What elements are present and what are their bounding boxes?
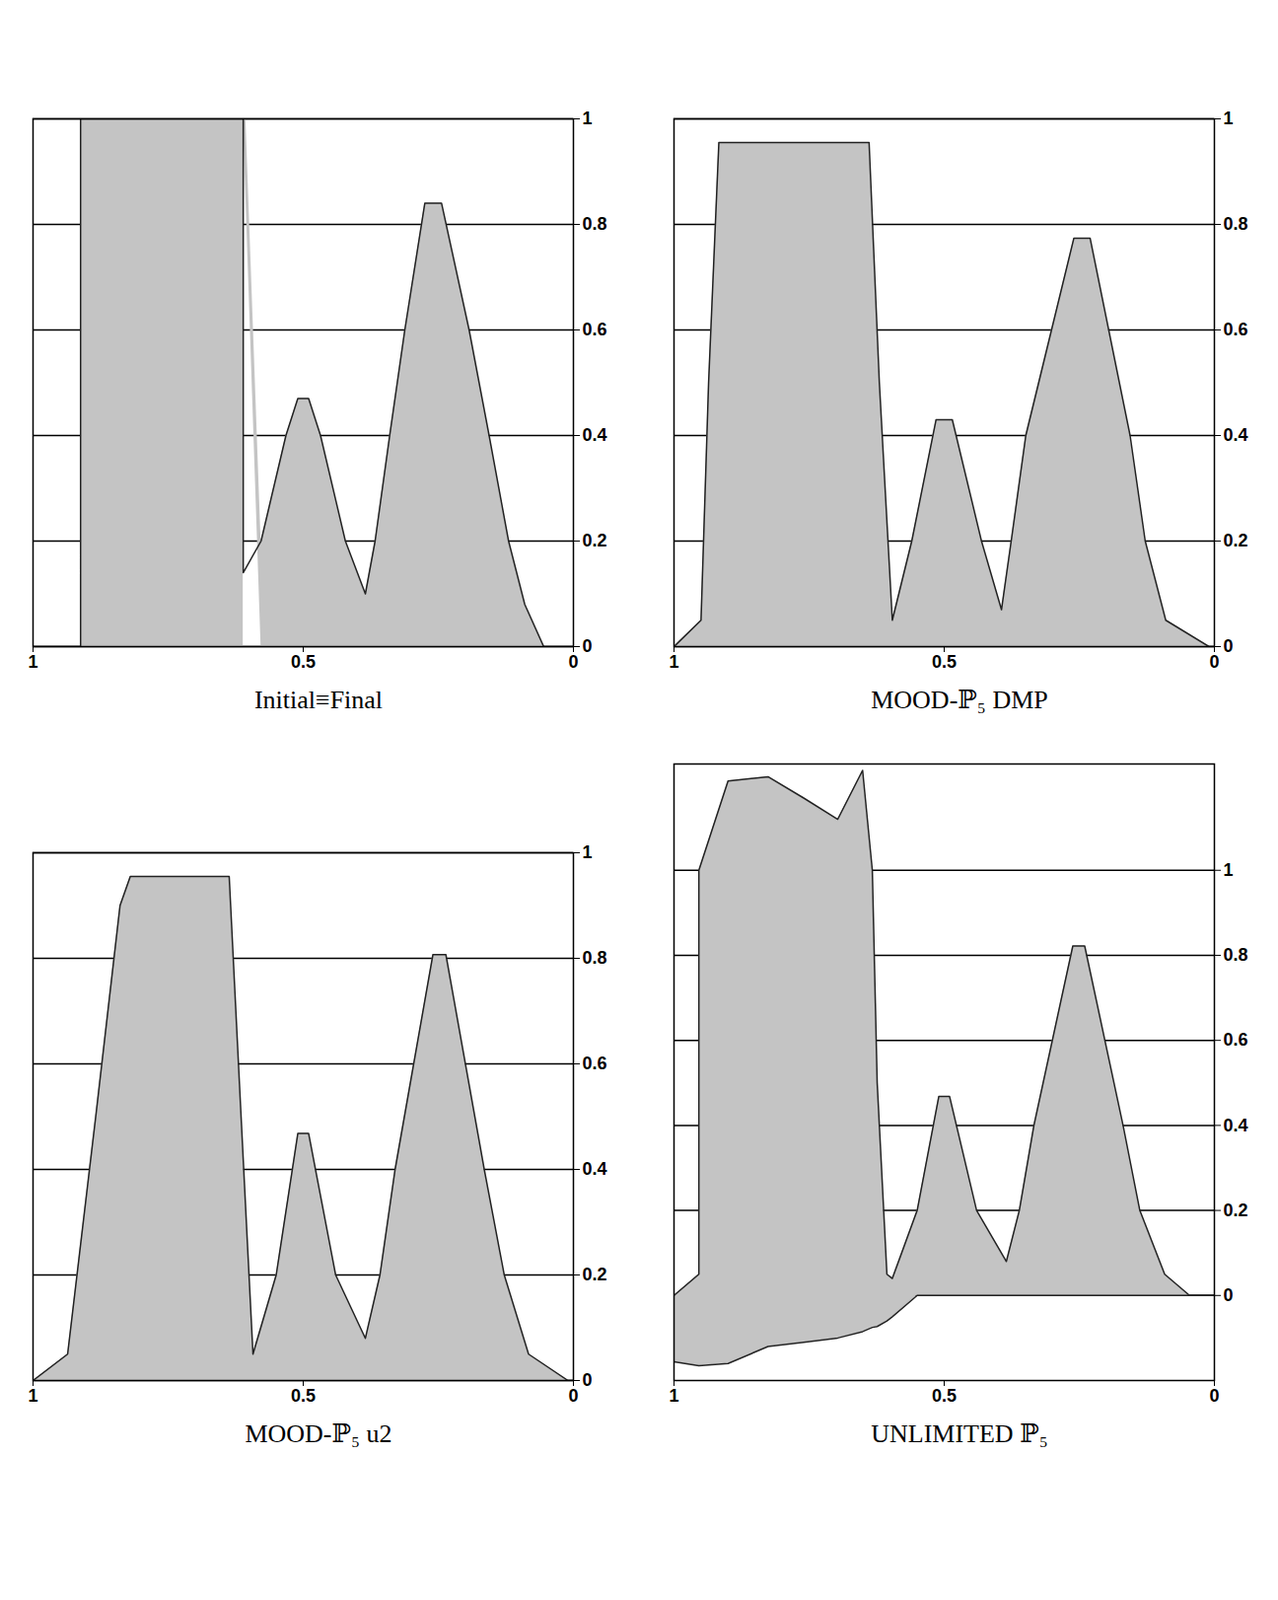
svg-text:0.2: 0.2	[582, 530, 608, 551]
svg-text:0.4: 0.4	[1223, 1115, 1249, 1136]
svg-text:0.8: 0.8	[1223, 213, 1249, 234]
svg-text:1: 1	[27, 1385, 38, 1406]
svg-text:1: 1	[1223, 859, 1234, 880]
svg-text:0.4: 0.4	[582, 1158, 608, 1179]
svg-text:0.5: 0.5	[931, 1385, 957, 1406]
svg-text:0.4: 0.4	[582, 425, 608, 445]
svg-text:0.5: 0.5	[290, 651, 316, 672]
svg-text:1: 1	[582, 842, 593, 862]
svg-text:1: 1	[668, 1385, 679, 1406]
html-text:MOOD-ℙ₅ u2: MOOD-ℙ₅ u2	[244, 1419, 393, 1448]
svg-text:0.2: 0.2	[1223, 1200, 1249, 1220]
svg-text:1: 1	[582, 108, 593, 129]
svg-text:0.4: 0.4	[1223, 425, 1249, 445]
html-text:MOOD-ℙ₅ DMP: MOOD-ℙ₅ DMP	[870, 685, 1049, 714]
svg-text:0: 0	[1223, 1284, 1234, 1305]
svg-text:1: 1	[1223, 108, 1234, 129]
svg-text:0: 0	[1223, 636, 1234, 656]
svg-text:0.5: 0.5	[931, 651, 957, 672]
html-text:Initial≡Final: Initial≡Final	[254, 685, 383, 714]
svg-text:0.6: 0.6	[1223, 319, 1249, 340]
svg-text:0: 0	[582, 1369, 593, 1390]
svg-text:0.8: 0.8	[582, 947, 608, 968]
svg-text:1: 1	[27, 651, 38, 672]
svg-text:0.8: 0.8	[582, 213, 608, 234]
svg-text:0.2: 0.2	[1223, 530, 1249, 551]
svg-text:0: 0	[1208, 1385, 1219, 1406]
svg-text:0.6: 0.6	[582, 1053, 608, 1073]
svg-text:1: 1	[668, 651, 679, 672]
svg-text:0.2: 0.2	[582, 1264, 608, 1284]
svg-text:0: 0	[1208, 651, 1219, 672]
svg-text:0.6: 0.6	[582, 319, 608, 340]
svg-text:0: 0	[568, 1385, 578, 1406]
svg-text:0: 0	[568, 651, 578, 672]
svg-text:0.6: 0.6	[1223, 1029, 1249, 1050]
svg-text:0.8: 0.8	[1223, 944, 1249, 965]
svg-text:0: 0	[582, 636, 593, 656]
svg-text:0.5: 0.5	[290, 1385, 316, 1406]
html-text:UNLIMITED ℙ₅: UNLIMITED ℙ₅	[870, 1419, 1049, 1448]
